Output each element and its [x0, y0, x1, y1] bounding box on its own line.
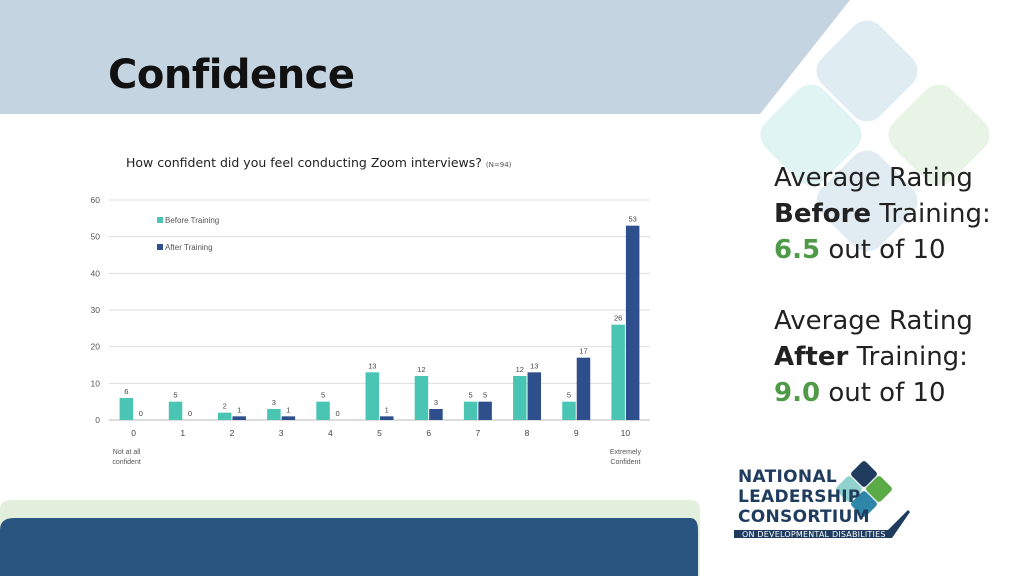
- x-tick-label: 6: [426, 428, 431, 438]
- legend-label: After Training: [165, 243, 213, 252]
- x-tick-label: 9: [574, 428, 579, 438]
- bar-before: [316, 401, 330, 420]
- bar-before: [168, 401, 183, 420]
- data-label: 0: [139, 409, 143, 418]
- bar-before: [414, 376, 429, 420]
- chart-sample-size: (N=94): [485, 161, 512, 169]
- stat-before-suffix: out of 10: [820, 235, 946, 265]
- stat-before-line2: Before Training:: [774, 196, 991, 232]
- logo-line1: NATIONAL: [738, 467, 838, 487]
- data-label: 12: [417, 365, 425, 374]
- data-label: 2: [223, 402, 227, 411]
- logo-mark-icon: [836, 461, 892, 517]
- bar-after: [380, 416, 394, 420]
- stat-before-line1: Average Rating: [774, 163, 973, 193]
- x-tick-label: 7: [475, 428, 480, 438]
- y-tick-label: 30: [91, 305, 101, 315]
- logo-line3: CONSORTIUM: [738, 507, 870, 527]
- data-label: 26: [614, 314, 622, 323]
- stat-before-value: 6.5: [774, 235, 821, 265]
- stat-after-emphasis: After: [774, 342, 849, 372]
- stat-after-suffix: out of 10: [820, 378, 946, 408]
- stat-after-value: 9.0: [774, 378, 821, 408]
- bar-after: [232, 416, 246, 420]
- data-label: 5: [469, 391, 473, 400]
- bar-before: [365, 372, 379, 420]
- x-axis-label-left: Not at all: [113, 449, 141, 456]
- bar-after: [527, 372, 542, 420]
- data-label: 5: [173, 391, 177, 400]
- y-tick-label: 10: [91, 378, 101, 388]
- x-axis-label-right: Extremely: [610, 449, 642, 456]
- logo-subtitle: ON DEVELOPMENTAL DISABILITIES: [742, 530, 886, 539]
- bar-after: [576, 357, 591, 420]
- data-label: 13: [368, 361, 376, 370]
- y-tick-label: 20: [91, 342, 101, 352]
- bar-before: [267, 409, 281, 420]
- data-label: 1: [385, 405, 389, 414]
- y-tick-label: 50: [91, 232, 101, 242]
- x-axis-label-left: confident: [112, 459, 140, 466]
- stat-before: Average Rating Before Training: 6.5 out …: [774, 160, 991, 268]
- legend-swatch: [157, 244, 163, 250]
- data-label: 0: [335, 409, 339, 418]
- y-tick-label: 60: [91, 195, 101, 205]
- x-axis-label-right: Confident: [610, 459, 640, 466]
- stat-after-line2-rest: Training:: [848, 342, 968, 372]
- bar-before: [611, 324, 625, 420]
- legend-label: Before Training: [165, 216, 219, 225]
- data-label: 5: [483, 391, 487, 400]
- bar-after: [625, 225, 640, 420]
- x-tick-label: 10: [621, 428, 631, 438]
- bar-after: [281, 416, 296, 420]
- bar-before: [562, 401, 576, 420]
- data-label: 5: [567, 391, 571, 400]
- stat-after: Average Rating After Training: 9.0 out o…: [774, 303, 973, 411]
- data-label: 3: [434, 398, 438, 407]
- x-tick-label: 5: [377, 428, 382, 438]
- footer-band: [0, 518, 698, 576]
- decorative-diamonds: [760, 20, 990, 252]
- data-label: 17: [579, 347, 587, 356]
- x-tick-label: 4: [328, 428, 333, 438]
- stat-after-line1: Average Rating: [774, 306, 973, 336]
- x-tick-label: 8: [525, 428, 530, 438]
- data-label: 5: [321, 391, 325, 400]
- data-label: 1: [286, 405, 290, 414]
- legend-swatch: [157, 217, 163, 223]
- stat-before-emphasis: Before: [774, 199, 872, 229]
- logo-underline-bar: [734, 510, 910, 538]
- chart-title: How confident did you feel conducting Zo…: [126, 155, 511, 170]
- data-label: 3: [272, 398, 276, 407]
- data-label: 13: [530, 361, 538, 370]
- page-title: Confidence: [108, 52, 355, 98]
- x-tick-label: 0: [131, 428, 136, 438]
- logo: [734, 461, 910, 538]
- logo-line2: LEADERSHIP: [738, 487, 861, 507]
- bar-before: [217, 412, 232, 420]
- x-tick-label: 2: [230, 428, 235, 438]
- data-label: 53: [628, 215, 636, 224]
- bar-after: [478, 401, 492, 420]
- stat-before-line3: 6.5 out of 10: [774, 232, 991, 268]
- stat-before-line2-rest: Training:: [871, 199, 991, 229]
- bar-before: [119, 398, 134, 420]
- stat-after-line2: After Training:: [774, 339, 973, 375]
- data-label: 6: [124, 387, 128, 396]
- stat-after-line3: 9.0 out of 10: [774, 375, 973, 411]
- header-band: [0, 0, 850, 114]
- bar-before: [513, 376, 527, 420]
- data-label: 12: [516, 365, 524, 374]
- y-tick-label: 40: [91, 268, 101, 278]
- y-tick-label: 0: [95, 415, 100, 425]
- bar-before: [463, 401, 478, 420]
- x-tick-label: 1: [180, 428, 185, 438]
- x-tick-label: 3: [279, 428, 284, 438]
- bar-after: [429, 409, 443, 420]
- chart-title-text: How confident did you feel conducting Zo…: [126, 155, 482, 170]
- data-label: 0: [188, 409, 192, 418]
- data-label: 1: [237, 405, 241, 414]
